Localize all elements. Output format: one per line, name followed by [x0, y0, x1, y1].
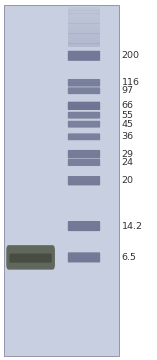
FancyBboxPatch shape: [68, 102, 100, 110]
FancyBboxPatch shape: [68, 150, 100, 158]
FancyBboxPatch shape: [68, 17, 100, 21]
FancyBboxPatch shape: [68, 112, 100, 118]
Text: 55: 55: [122, 111, 134, 120]
FancyBboxPatch shape: [68, 133, 100, 140]
Text: 20: 20: [122, 176, 134, 185]
FancyBboxPatch shape: [6, 245, 55, 270]
FancyBboxPatch shape: [4, 5, 119, 356]
Text: 24: 24: [122, 158, 134, 167]
Text: 29: 29: [122, 150, 134, 158]
FancyBboxPatch shape: [68, 7, 100, 10]
FancyBboxPatch shape: [68, 159, 100, 166]
FancyBboxPatch shape: [68, 103, 100, 105]
Text: 200: 200: [122, 51, 140, 60]
FancyBboxPatch shape: [68, 178, 100, 180]
FancyBboxPatch shape: [68, 13, 100, 17]
FancyBboxPatch shape: [68, 223, 100, 225]
FancyBboxPatch shape: [68, 252, 100, 262]
FancyBboxPatch shape: [9, 253, 52, 263]
FancyBboxPatch shape: [68, 43, 100, 47]
Text: 116: 116: [122, 78, 140, 87]
FancyBboxPatch shape: [68, 37, 100, 40]
FancyBboxPatch shape: [68, 87, 100, 94]
Text: 36: 36: [122, 132, 134, 141]
FancyBboxPatch shape: [68, 20, 100, 24]
FancyBboxPatch shape: [68, 152, 100, 153]
FancyBboxPatch shape: [68, 89, 100, 90]
Text: 14.2: 14.2: [122, 222, 143, 231]
FancyBboxPatch shape: [68, 121, 100, 127]
FancyBboxPatch shape: [68, 176, 100, 185]
FancyBboxPatch shape: [68, 79, 100, 86]
FancyBboxPatch shape: [68, 135, 100, 136]
Text: 66: 66: [122, 102, 134, 110]
FancyBboxPatch shape: [68, 160, 100, 162]
FancyBboxPatch shape: [68, 51, 100, 61]
FancyBboxPatch shape: [68, 122, 100, 124]
FancyBboxPatch shape: [68, 254, 100, 257]
Text: 45: 45: [122, 120, 134, 129]
FancyBboxPatch shape: [68, 40, 100, 44]
FancyBboxPatch shape: [68, 53, 100, 55]
FancyBboxPatch shape: [68, 33, 100, 37]
FancyBboxPatch shape: [68, 221, 100, 231]
FancyBboxPatch shape: [68, 10, 100, 14]
FancyBboxPatch shape: [68, 30, 100, 33]
FancyBboxPatch shape: [68, 27, 100, 30]
Text: 97: 97: [122, 86, 134, 95]
Text: 6.5: 6.5: [122, 253, 137, 262]
FancyBboxPatch shape: [68, 23, 100, 27]
FancyBboxPatch shape: [68, 81, 100, 82]
FancyBboxPatch shape: [68, 113, 100, 115]
